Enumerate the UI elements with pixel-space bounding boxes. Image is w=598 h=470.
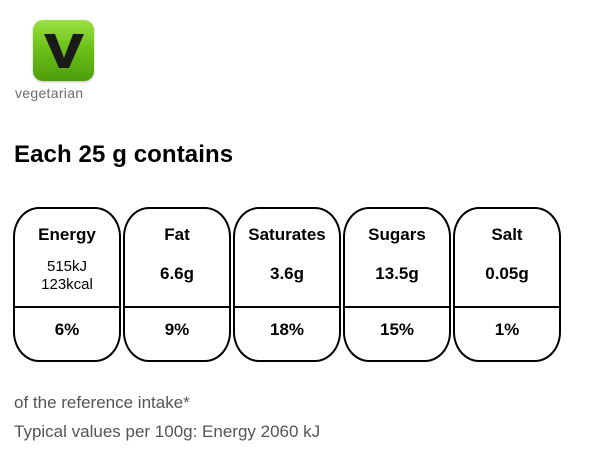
tile-value: 13.5g (375, 264, 419, 283)
v-letter-icon (43, 33, 84, 68)
tile-value: 6.6g (159, 264, 195, 283)
tile-energy: Energy 515kJ 123kcal 6% (13, 207, 121, 362)
serving-heading: Each 25 g contains (14, 141, 234, 168)
tile-energy-values: 515kJ 123kcal (15, 258, 119, 294)
tile-saturates: Saturates 3.6g 18% (233, 207, 341, 362)
tile-fat: Fat 6.6g 9% (123, 207, 231, 362)
vegetarian-badge-icon (33, 20, 94, 81)
tile-divider (15, 306, 119, 308)
tile-percent: 1% (494, 320, 520, 339)
tile-salt: Salt 0.05g 1% (453, 207, 561, 362)
tile-divider (235, 306, 339, 308)
tile-divider (345, 306, 449, 308)
tile-name: Fat (164, 225, 190, 244)
tile-name: Sugars (368, 225, 426, 244)
reference-intake-note: of the reference intake* (14, 393, 190, 412)
nutrient-tiles: Energy 515kJ 123kcal 6% Fat 6.6g 9% Satu… (13, 207, 561, 364)
tile-name: Energy (38, 225, 96, 244)
tile-value: 3.6g (269, 264, 305, 283)
vegetarian-label: vegetarian (15, 85, 84, 101)
typical-values-note: Typical values per 100g: Energy 2060 kJ (14, 422, 321, 441)
tile-value: 0.05g (485, 264, 529, 283)
tile-percent: 9% (164, 320, 190, 339)
tile-divider (455, 306, 559, 308)
tile-percent: 6% (54, 320, 80, 339)
energy-kcal: 123kcal (41, 276, 93, 293)
tile-name: Salt (491, 225, 523, 244)
tile-divider (125, 306, 229, 308)
tile-percent: 18% (269, 320, 305, 339)
energy-kj: 515kJ (46, 258, 88, 275)
tile-sugars: Sugars 13.5g 15% (343, 207, 451, 362)
tile-percent: 15% (379, 320, 415, 339)
tile-name: Saturates (248, 225, 326, 244)
